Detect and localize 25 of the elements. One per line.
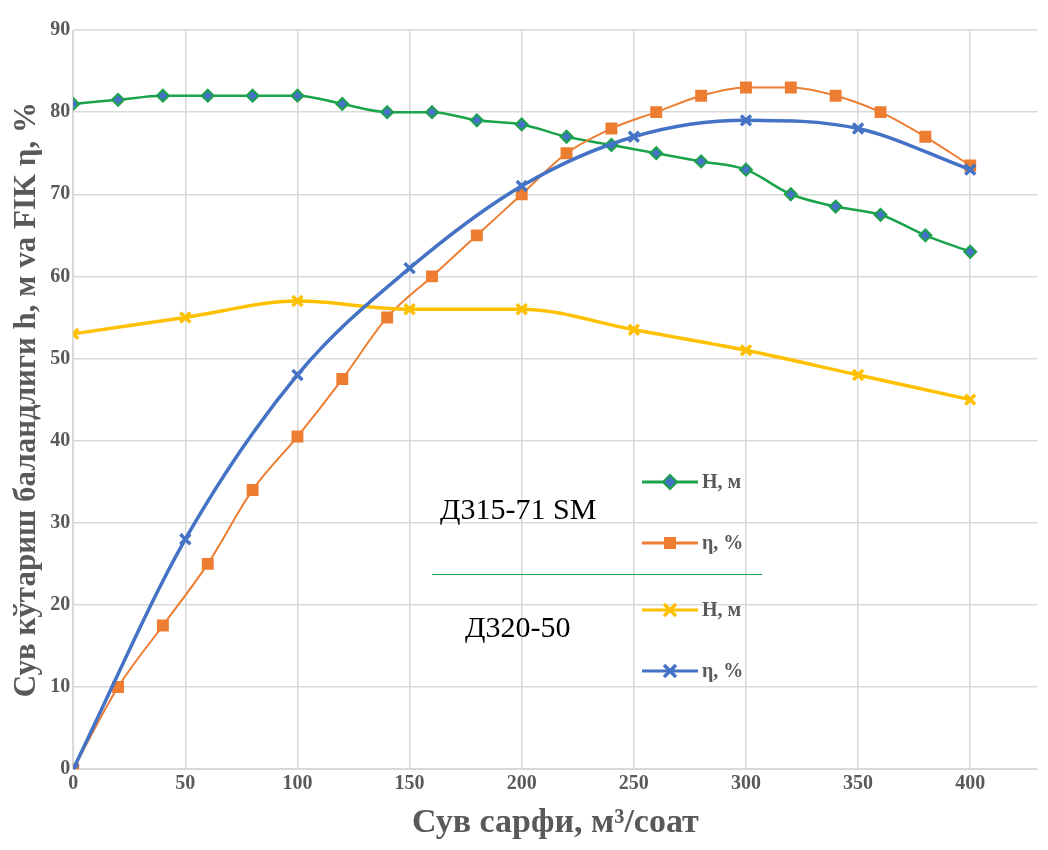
legend-label: H, м xyxy=(702,470,742,493)
x-tick-label: 50 xyxy=(175,771,196,794)
y-tick-label: 90 xyxy=(50,17,71,40)
legend-label: η, % xyxy=(702,659,744,682)
x-tick-label: 350 xyxy=(843,771,874,794)
y-tick-label: 30 xyxy=(50,509,71,532)
x-tick-label: 150 xyxy=(394,771,425,794)
x-tick-label: 100 xyxy=(282,771,313,794)
y-axis-title: Сув кўтариш баландлиги h, м va FIK η, % xyxy=(6,102,42,698)
y-tick-label: 60 xyxy=(50,263,71,286)
y-tick-label: 40 xyxy=(50,427,71,450)
legend-label: H, м xyxy=(702,598,742,621)
legend-label: η, % xyxy=(702,531,744,554)
x-tick-label: 300 xyxy=(730,771,761,794)
x-tick-label: 250 xyxy=(618,771,649,794)
x-tick-label: 200 xyxy=(506,771,537,794)
y-tick-label: 80 xyxy=(50,99,71,122)
y-tick-label: 10 xyxy=(50,674,71,697)
annotation: Д320-50 xyxy=(465,610,571,644)
y-tick-label: 20 xyxy=(50,592,71,615)
annotation: Д315-71 SM xyxy=(440,492,597,526)
y-tick-label: 70 xyxy=(50,181,71,204)
x-tick-label: 400 xyxy=(955,771,986,794)
y-tick-label: 50 xyxy=(50,345,71,368)
x-axis-title: Сув сарфи, м³/соат xyxy=(411,802,700,840)
